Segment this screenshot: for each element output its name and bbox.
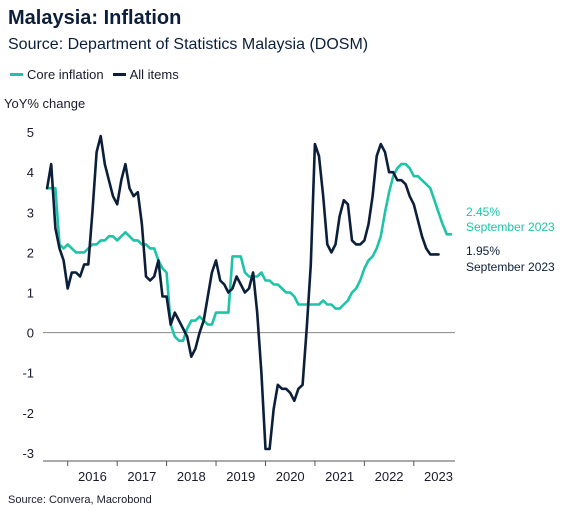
x-tick-label: 2019	[226, 469, 255, 484]
legend-swatch-all-items	[112, 73, 126, 76]
chart-source: Source: Convera, Macrobond	[8, 494, 152, 506]
end-label-core-date: September 2023	[466, 220, 555, 234]
series-line-core-inflation	[45, 162, 453, 342]
x-tick-label: 2017	[127, 469, 156, 484]
chart-subtitle: Source: Department of Statistics Malaysi…	[8, 36, 369, 53]
y-tick-label: 4	[27, 165, 34, 180]
y-tick-label: 1	[27, 286, 34, 301]
x-tick-label: 2018	[177, 469, 206, 484]
end-label-all-date: September 2023	[466, 260, 555, 274]
y-tick-label: 0	[27, 326, 34, 341]
y-tick-label: 2	[27, 245, 34, 260]
end-label-core-value: 2.45%	[466, 205, 500, 219]
x-tick-label: 2021	[325, 469, 354, 484]
y-tick-label: 5	[27, 125, 34, 140]
chart-title: Malaysia: Inflation	[8, 7, 182, 29]
legend-item-all-items: All items	[112, 67, 179, 82]
y-tick-label: 3	[27, 205, 34, 220]
y-tick-label: -3	[22, 446, 34, 461]
legend-label-core-inflation: Core inflation	[27, 67, 104, 82]
end-label-all-value: 1.95%	[466, 244, 500, 258]
y-axis-label: YoY% change	[4, 96, 85, 111]
x-tick-label: 2023	[424, 469, 453, 484]
x-tick-label: 2022	[375, 469, 404, 484]
x-tick-label: 2016	[78, 469, 107, 484]
legend-item-core-inflation: Core inflation	[10, 67, 104, 82]
y-tick-label: -2	[22, 406, 34, 421]
legend-label-all-items: All items	[129, 67, 179, 82]
chart-legend: Core inflation All items	[10, 67, 188, 82]
legend-swatch-core-inflation	[10, 73, 23, 76]
x-tick-label: 2020	[276, 469, 305, 484]
y-tick-label: -1	[22, 366, 34, 381]
series-line-all-items	[45, 134, 440, 451]
